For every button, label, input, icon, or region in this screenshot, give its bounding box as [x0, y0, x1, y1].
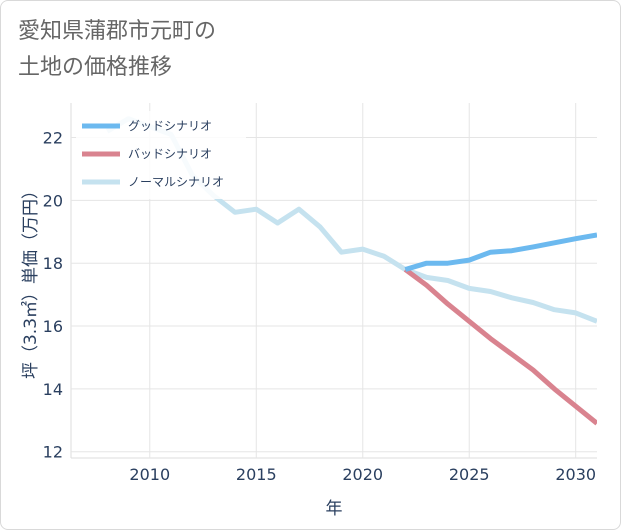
x-axis-title: 年 [326, 499, 343, 519]
legend-item-0[interactable]: グッドシナリオ [82, 119, 212, 133]
series-line-0 [404, 232, 597, 272]
chart-title-line-1: 愛知県蒲郡市元町の [18, 19, 217, 44]
x-tick-label: 2010 [129, 465, 170, 484]
y-tick-label: 22 [43, 129, 63, 148]
y-axis-title: 坪（3.3㎡）単価（万円） [21, 182, 41, 379]
series-line-1 [403, 267, 597, 426]
y-tick-label: 16 [43, 317, 63, 336]
x-tick-label: 2025 [449, 465, 490, 484]
x-tick-label: 2030 [555, 465, 596, 484]
y-tick-label: 20 [43, 191, 63, 210]
x-tick-label: 2020 [342, 465, 383, 484]
chart-title: 愛知県蒲郡市元町の 土地の価格推移 [18, 14, 418, 86]
legend-label: バッドシナリオ [128, 147, 212, 161]
y-tick-label: 18 [43, 254, 63, 273]
legend-label: ノーマルシナリオ [128, 175, 224, 189]
x-tick-label: 2015 [236, 465, 277, 484]
y-tick-label: 12 [43, 443, 63, 462]
chart-title-line-2: 土地の価格推移 [18, 55, 173, 80]
tick-labels: 12 14 16 18 20 22 2010 2015 2020 2025 2030 [43, 129, 596, 484]
legend-label: グッドシナリオ [128, 119, 212, 133]
legend-item-2[interactable]: ノーマルシナリオ [82, 175, 224, 189]
y-tick-label: 14 [43, 380, 63, 399]
legend-item-1[interactable]: バッドシナリオ [82, 147, 212, 161]
